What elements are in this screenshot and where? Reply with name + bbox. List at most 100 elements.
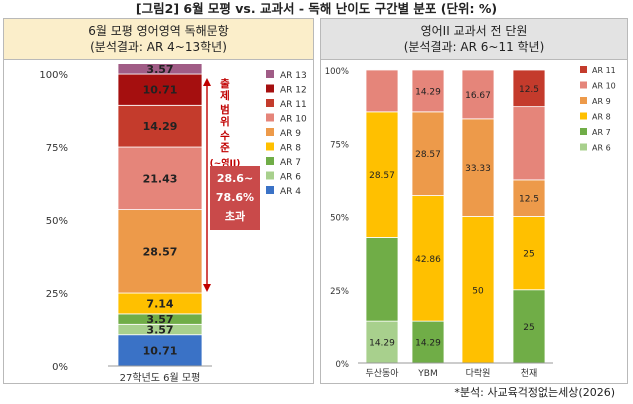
r-legend-label-ar-8: AR 8 <box>592 113 611 122</box>
l-bar-segment-ar-12 <box>117 73 203 106</box>
r-x-tick-label: 다락원 <box>466 367 491 379</box>
r-y-tick-label: 0% <box>336 360 350 370</box>
range-arrow-head-up <box>203 78 211 86</box>
r-y-tick-label: 25% <box>330 287 349 297</box>
right-panel-header: 영어II 교과서 전 단원 (분석결과: AR 6~11 학년) <box>320 18 628 60</box>
r-legend-swatch-ar-11 <box>580 66 587 73</box>
r-legend-label-ar-11: AR 11 <box>592 66 616 75</box>
r-x-tick-label: 천재 <box>521 368 538 379</box>
r-bar-segment-ar-11 <box>512 69 546 108</box>
r-bar-segment-ar-9 <box>411 111 445 196</box>
l-data-label-ar-9: 28.57 <box>143 245 178 258</box>
l-y-tick-label: 50% <box>46 216 68 227</box>
l-bar-segment-ar-10 <box>117 146 203 211</box>
r-data-label: 14.29 <box>415 339 441 349</box>
r-y-tick-label: 50% <box>330 214 349 224</box>
l-legend-label-ar-12: AR 12 <box>280 86 307 96</box>
r-data-label: 14.29 <box>369 339 395 349</box>
exceed-box <box>210 166 260 230</box>
left-panel-subtitle: (분석결과: AR 4~13학년) <box>90 40 227 54</box>
l-data-label-ar-8: 7.14 <box>146 297 173 310</box>
range-annotation-text: 준 <box>220 142 230 154</box>
range-annotation-text: 범 <box>220 103 230 116</box>
r-legend-label-ar-10: AR 10 <box>592 82 616 91</box>
l-data-label-ar-6: 3.57 <box>146 324 173 337</box>
right-panel-title: 영어II 교과서 전 단원 <box>420 24 528 38</box>
l-legend-label-ar-13: AR 13 <box>280 71 307 81</box>
r-bar-segment-ar-8 <box>512 216 546 291</box>
l-y-tick-label: 75% <box>46 143 68 154</box>
r-legend-label-ar-6: AR 6 <box>592 144 611 153</box>
l-legend-label-ar-4: AR 4 <box>280 187 301 197</box>
l-legend-label-ar-7: AR 7 <box>280 158 301 168</box>
r-data-label: 14.29 <box>415 87 441 97</box>
l-bar-segment-ar-13 <box>117 63 203 75</box>
r-data-label: 16.67 <box>465 91 491 101</box>
r-bar-segment-ar-7 <box>365 237 399 322</box>
range-annotation-text: 출 <box>220 77 230 90</box>
l-legend-label-ar-8: AR 8 <box>280 144 301 154</box>
l-data-label-ar-13: 3.57 <box>146 63 173 76</box>
source-note: *분석: 사교육걱정없는세상(2026) <box>454 386 615 399</box>
exceed-box-text: 78.6% <box>216 191 254 204</box>
exceed-box-text: 28.6~ <box>217 172 253 185</box>
r-y-tick-label: 100% <box>325 67 349 77</box>
r-x-tick-label: 두산동아 <box>365 368 399 379</box>
r-legend-swatch-ar-10 <box>580 81 587 89</box>
r-data-label: 50 <box>472 286 484 296</box>
range-arrow-head-down <box>203 284 211 292</box>
l-bar-segment-ar-11 <box>117 104 203 148</box>
l-bar-segment-ar-9 <box>117 209 203 294</box>
l-legend-swatch-ar-11 <box>266 99 274 107</box>
l-y-tick-label: 0% <box>52 362 68 373</box>
l-legend-label-ar-11: AR 11 <box>280 100 307 110</box>
l-legend-swatch-ar-6 <box>266 171 274 180</box>
l-legend-label-ar-10: AR 10 <box>280 115 307 125</box>
r-data-label: 25 <box>523 323 534 333</box>
l-x-tick-label: 27학년도 6월 모평 <box>120 372 201 384</box>
r-bar-segment-ar-10 <box>411 69 445 113</box>
l-legend-label-ar-9: AR 9 <box>280 129 301 139</box>
l-y-tick-label: 25% <box>46 289 68 300</box>
l-legend-swatch-ar-7 <box>266 157 274 165</box>
l-data-label-ar-7: 3.57 <box>146 313 173 326</box>
r-bar-segment-ar-6 <box>365 320 399 364</box>
r-bar-segment-ar-10 <box>512 106 546 181</box>
range-annotation-text: 수 <box>220 130 230 142</box>
left-panel-title: 6월 모평 영어영역 독해문항 <box>88 24 229 38</box>
l-data-label-ar-12: 10.71 <box>143 84 178 97</box>
l-legend-swatch-ar-4 <box>266 186 274 194</box>
l-legend-swatch-ar-10 <box>266 113 274 122</box>
r-bar-segment-ar-8 <box>365 111 399 238</box>
l-y-tick-label: 100% <box>39 70 68 81</box>
r-legend-swatch-ar-7 <box>580 128 587 135</box>
l-legend-swatch-ar-9 <box>266 128 274 136</box>
l-legend-swatch-ar-13 <box>266 70 274 78</box>
right-chart-panel <box>320 60 628 384</box>
l-data-label-ar-11: 14.29 <box>143 120 178 133</box>
r-legend-label-ar-9: AR 9 <box>592 97 611 106</box>
l-data-label-ar-4: 10.71 <box>143 344 178 357</box>
r-bar-segment-ar-9 <box>512 179 546 217</box>
range-annotation-text: 위 <box>220 115 230 128</box>
r-legend-swatch-ar-6 <box>580 143 587 151</box>
r-y-tick-label: 75% <box>330 140 349 150</box>
r-data-label: 12.5 <box>519 195 539 205</box>
left-panel-header: 6월 모평 영어영역 독해문항 (분석결과: AR 4~13학년) <box>3 18 314 60</box>
r-legend-swatch-ar-8 <box>580 112 587 120</box>
exceed-box-text: 초과 <box>225 209 245 223</box>
l-legend-swatch-ar-8 <box>266 142 274 151</box>
r-data-label: 33.33 <box>465 164 491 174</box>
left-chart-panel <box>3 60 314 384</box>
r-data-label: 42.86 <box>415 255 441 265</box>
r-bar-segment-ar-10 <box>365 69 399 113</box>
r-data-label: 25 <box>523 250 534 260</box>
r-data-label: 12.5 <box>519 85 539 95</box>
r-data-label: 28.57 <box>415 150 441 160</box>
r-bar-segment-ar-10 <box>461 69 495 120</box>
r-data-label: 28.57 <box>369 171 395 181</box>
r-legend-label-ar-7: AR 7 <box>592 128 611 137</box>
range-annotation-text: 제 <box>220 89 230 102</box>
r-x-tick-label: YBM <box>417 369 437 379</box>
